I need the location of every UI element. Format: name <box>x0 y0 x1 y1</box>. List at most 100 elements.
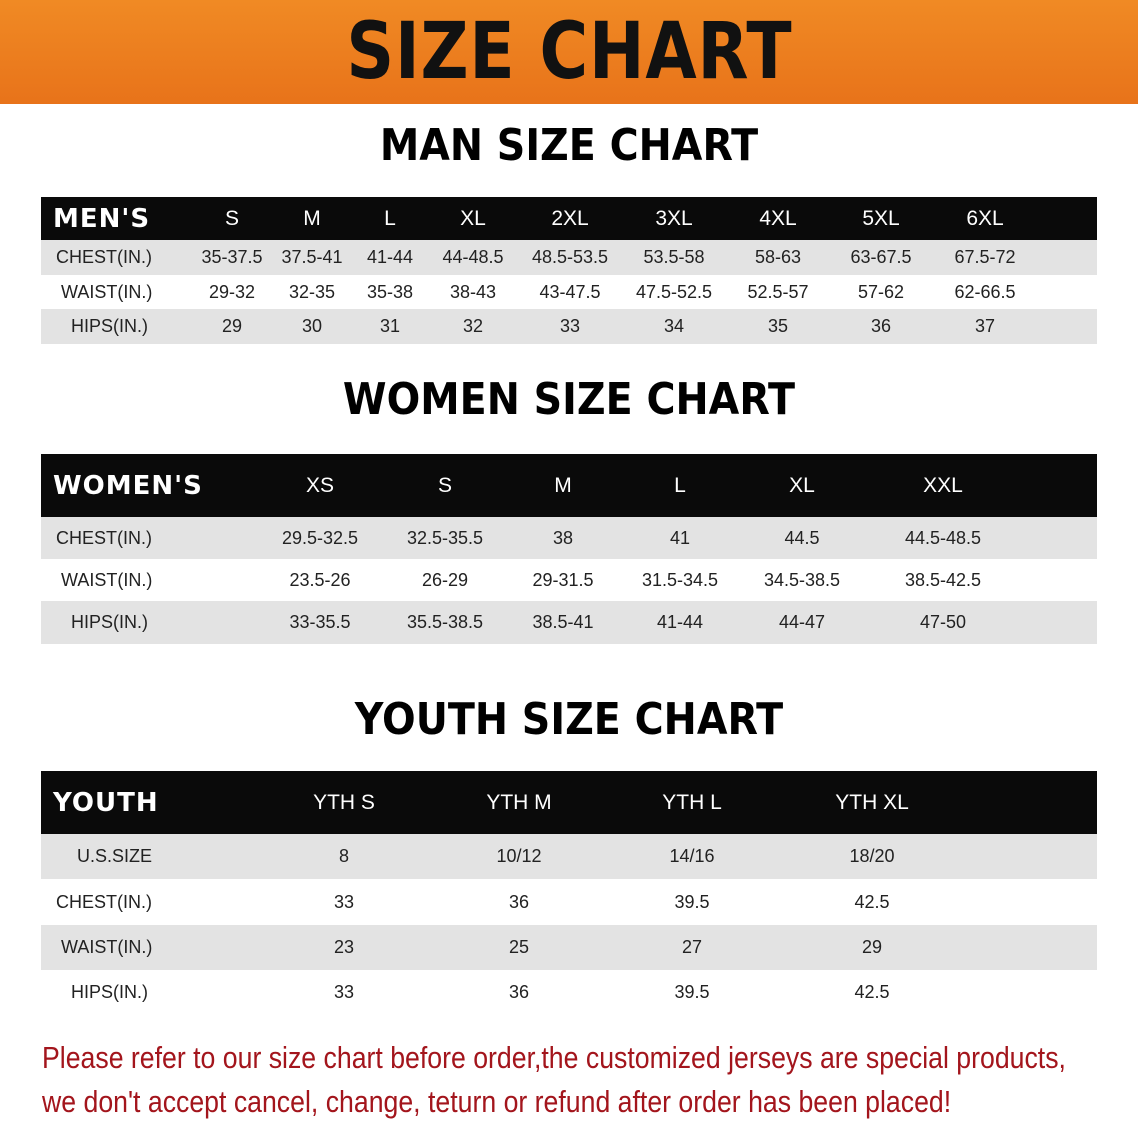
size-header: XS <box>305 473 335 497</box>
size-header: L <box>384 206 396 230</box>
table-corner-label: YOUTH <box>53 787 159 818</box>
table-cell: 33-35.5 <box>289 612 351 632</box>
row-label: WAIST(IN.) <box>61 569 153 590</box>
table-cell: 67.5-72 <box>954 247 1016 267</box>
table-row: CHEST(IN.) 35-37.5 37.5-41 41-44 44-48.5 48.5… <box>41 240 1097 275</box>
row-label: HIPS(IN.) <box>71 612 149 632</box>
size-header: M <box>554 473 572 497</box>
table-cell: 29.5-32.5 <box>281 527 359 548</box>
row-label: WAIST(IN.) <box>61 937 153 957</box>
table-cell: 37.5-41 <box>281 247 343 267</box>
table-cell: 41 <box>669 527 691 548</box>
table-cell: 38.5-41 <box>532 612 594 632</box>
table-cell: 32-35 <box>288 281 336 302</box>
table-cell: 58-63 <box>754 247 802 267</box>
table-cell: 42.5 <box>854 982 890 1002</box>
table-cell: 39.5 <box>674 982 710 1002</box>
table-cell: 36 <box>508 891 530 912</box>
table-cell: 36 <box>870 316 892 336</box>
table-row: HIPS(IN.) 33 36 39.5 42.5 <box>41 970 1097 1015</box>
row-label: HIPS(IN.) <box>71 982 149 1002</box>
table-cell: 35.5-38.5 <box>406 612 484 632</box>
table-cell: 29 <box>221 316 243 336</box>
size-header: XL <box>460 206 486 230</box>
size-header: 2XL <box>551 206 589 230</box>
table-cell: 25 <box>508 937 530 957</box>
order-notice: Please refer to our size chart before or… <box>42 1036 1108 1124</box>
table-cell: 31 <box>379 316 401 336</box>
row-label: CHEST(IN.) <box>56 527 152 548</box>
row-label: U.S.SIZE <box>77 846 153 866</box>
table-row: WAIST(IN.) 23 25 27 29 <box>41 925 1097 970</box>
table-cell: 8 <box>338 846 350 866</box>
row-label: HIPS(IN.) <box>71 316 149 336</box>
size-header: 5XL <box>862 206 900 230</box>
size-header: 3XL <box>655 206 693 230</box>
size-chart-banner: SIZE CHART <box>0 0 1138 104</box>
table-cell: 31.5-34.5 <box>641 569 719 590</box>
table-cell: 38.5-42.5 <box>904 569 982 590</box>
table-cell: 41-44 <box>656 612 704 632</box>
table-row: HIPS(IN.) 29 30 31 32 33 34 35 36 37 <box>41 309 1097 344</box>
table-row: HIPS(IN.) 33-35.5 35.5-38.5 38.5-41 41-44 44-… <box>41 601 1097 644</box>
table-cell: 44-47 <box>778 612 826 632</box>
table-corner-label: MEN'S <box>53 203 151 234</box>
table-row: WAIST(IN.) 29-32 32-35 35-38 38-43 43-47.5 47.… <box>41 275 1097 309</box>
table-cell: 43-47.5 <box>539 281 601 302</box>
section-title: MAN SIZE CHART <box>379 120 759 171</box>
table-cell: 41-44 <box>366 247 414 267</box>
table-cell: 38-43 <box>449 281 497 302</box>
table-row: CHEST(IN.) 29.5-32.5 32.5-35.5 38 41 44.5 44.5… <box>41 517 1097 559</box>
table-cell: 30 <box>301 316 323 336</box>
size-header: XXL <box>923 473 963 497</box>
size-header: YTH M <box>486 790 552 814</box>
table-cell: 32.5-35.5 <box>406 527 484 548</box>
table-header-row: YOUTH YTH S YTH M YTH L YTH XL <box>41 771 1097 834</box>
table-cell: 35-37.5 <box>201 247 263 267</box>
table-cell: 35 <box>767 316 789 336</box>
size-header: YTH XL <box>835 790 909 814</box>
size-header: 4XL <box>759 206 797 230</box>
table-row: WAIST(IN.) 23.5-26 26-29 29-31.5 31.5-34.5 34… <box>41 559 1097 601</box>
table-cell: 44.5 <box>784 527 820 548</box>
section-title: YOUTH SIZE CHART <box>354 694 784 745</box>
table-cell: 10/12 <box>496 846 542 866</box>
table-row: CHEST(IN.) 33 36 39.5 42.5 <box>41 879 1097 925</box>
section-title: WOMEN SIZE CHART <box>342 374 796 425</box>
table-cell: 33 <box>559 316 581 336</box>
table-cell: 35-38 <box>366 281 414 302</box>
table-header-row: WOMEN'S XS S M L XL XXL <box>41 454 1097 517</box>
table-cell: 37 <box>974 316 996 336</box>
table-cell: 33 <box>333 982 355 1002</box>
table-cell: 26-29 <box>421 569 469 590</box>
table-cell: 47-50 <box>919 612 967 632</box>
table-cell: 34 <box>663 316 685 336</box>
size-header: XL <box>789 473 815 497</box>
row-label: WAIST(IN.) <box>61 281 153 302</box>
table-cell: 52.5-57 <box>747 281 809 302</box>
table-cell: 36 <box>508 982 530 1002</box>
table-cell: 14/16 <box>669 846 715 866</box>
table-cell: 47.5-52.5 <box>635 281 713 302</box>
row-label: CHEST(IN.) <box>56 891 152 912</box>
table-cell: 29 <box>861 937 883 957</box>
banner-title: SIZE CHART <box>345 7 793 97</box>
row-label: CHEST(IN.) <box>56 247 152 267</box>
table-cell: 53.5-58 <box>643 247 705 267</box>
table-cell: 29-32 <box>208 281 256 302</box>
size-header: M <box>303 206 321 230</box>
table-cell: 18/20 <box>849 846 895 866</box>
size-header: S <box>224 206 240 230</box>
size-header: YTH L <box>662 790 722 814</box>
table-cell: 23 <box>333 937 355 957</box>
table-cell: 29-31.5 <box>532 569 594 590</box>
table-cell: 63-67.5 <box>850 247 912 267</box>
table-corner-label: WOMEN'S <box>53 470 203 501</box>
size-header: S <box>437 473 453 497</box>
table-cell: 23.5-26 <box>289 569 351 590</box>
table-cell: 34.5-38.5 <box>763 569 841 590</box>
table-cell: 48.5-53.5 <box>531 247 609 267</box>
order-notice-line-1: Please refer to our size chart before or… <box>42 1040 1066 1075</box>
table-cell: 38 <box>552 527 574 548</box>
table-cell: 57-62 <box>857 281 905 302</box>
